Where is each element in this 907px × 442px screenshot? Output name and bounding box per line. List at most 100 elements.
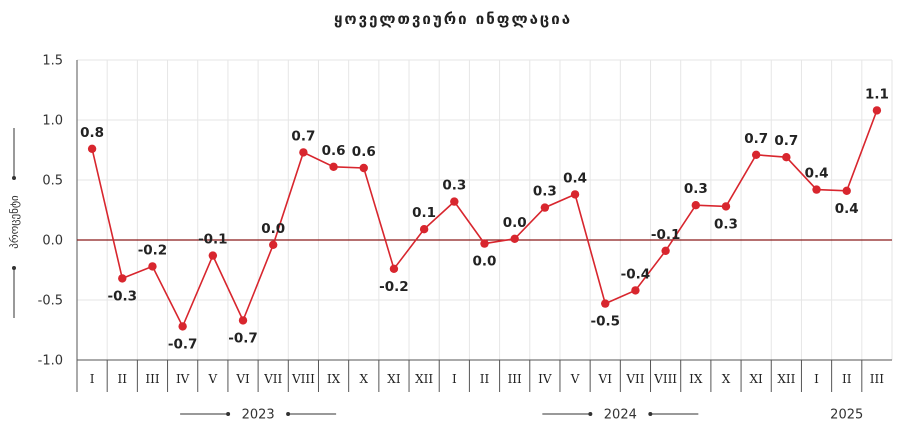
y-label-dot-top — [12, 176, 16, 180]
year-line-dot-left — [588, 412, 593, 416]
data-label: 0.3 — [714, 216, 738, 232]
year-label-2025: 2025 — [830, 408, 863, 423]
data-label: 0.6 — [352, 144, 376, 160]
x-tick-label: II — [842, 372, 852, 386]
data-label: 1.1 — [865, 86, 889, 102]
data-point — [269, 240, 278, 249]
data-point — [450, 197, 459, 206]
y-tick-label: 0.0 — [42, 234, 63, 249]
data-label: 0.7 — [744, 131, 768, 147]
data-point — [299, 148, 308, 157]
data-point — [631, 286, 640, 295]
x-tick-label: VII — [263, 372, 282, 386]
data-point — [751, 150, 761, 159]
x-tick-label: III — [870, 372, 884, 386]
x-tick-label: XII — [777, 372, 795, 386]
data-point — [87, 144, 97, 153]
data-label: 0.4 — [835, 201, 859, 217]
data-label: -0.4 — [621, 266, 651, 282]
x-tick-label: I — [90, 372, 95, 386]
y-tick-labels: 1.5 1.0 0.5 0.0 -0.5 -1.0 — [38, 54, 63, 369]
x-tick-label: I — [452, 372, 457, 386]
data-point — [419, 225, 429, 234]
x-tick-label: VII — [625, 372, 644, 386]
x-tick-label: V — [207, 372, 217, 386]
y-label-dot-bottom — [12, 266, 16, 270]
data-label: 0.0 — [503, 215, 527, 231]
x-tick-label: I — [814, 372, 819, 386]
grid-lines — [76, 59, 893, 361]
year-label-2023: 2023 — [242, 408, 275, 423]
data-point — [570, 190, 580, 199]
data-label: 0.8 — [80, 125, 104, 141]
data-point — [812, 185, 821, 194]
data-label: -0.1 — [651, 227, 681, 243]
x-tick-label: XI — [387, 372, 401, 386]
x-tick-label: IX — [327, 372, 341, 386]
x-tick-labels: I II III IV V VI VII VIII IX X XI XII I II III IV V VI VII… — [90, 372, 885, 386]
data-label: -0.7 — [228, 330, 258, 346]
data-point — [540, 203, 550, 212]
x-tick-label: III — [508, 372, 522, 386]
x-tick-label: VIII — [291, 372, 315, 386]
data-label: 0.3 — [533, 184, 557, 200]
data-point — [389, 264, 399, 273]
chart-title: ყოველთვიური ინფლაცია — [334, 10, 572, 28]
data-label: 0.3 — [684, 181, 708, 197]
data-point — [359, 163, 368, 173]
y-tick-label: 0.5 — [42, 174, 63, 189]
data-label: 0.6 — [322, 143, 346, 159]
x-tick-label: X — [722, 372, 731, 386]
axes — [76, 60, 892, 392]
x-tick-label: XII — [415, 372, 433, 386]
data-point — [510, 234, 519, 243]
data-label: -0.2 — [379, 279, 409, 295]
year-labels: 2023 2024 2025 — [180, 408, 863, 423]
y-axis-label-group: პროცენტი — [8, 128, 21, 318]
data-point — [480, 239, 489, 248]
data-label: -0.5 — [590, 314, 620, 330]
data-label: 0.7 — [774, 133, 798, 149]
data-label: 0.3 — [442, 178, 466, 194]
year-label-2024: 2024 — [604, 408, 637, 423]
data-label: 0.0 — [473, 254, 497, 270]
x-tick-label: X — [359, 372, 368, 386]
data-point — [872, 106, 882, 115]
data-point — [208, 251, 218, 260]
data-label: 0.7 — [291, 128, 315, 144]
data-point — [148, 262, 157, 271]
y-tick-label: 1.5 — [42, 54, 63, 69]
data-point — [691, 201, 700, 210]
data-label: 0.0 — [261, 221, 285, 237]
data-label: 0.4 — [563, 170, 587, 186]
year-line-dot-right — [648, 412, 653, 416]
data-point — [178, 322, 187, 331]
year-line-dot-left — [226, 412, 231, 416]
data-label: 0.4 — [805, 166, 829, 182]
series-group — [87, 106, 882, 331]
x-tick-label: IV — [538, 372, 552, 386]
data-labels: 0.8 -0.3 -0.2 -0.7 -0.1 -0.7 0.0 0.7 0.6 0.6 -0.2 0… — [80, 86, 889, 352]
data-point — [721, 202, 731, 211]
x-tick-label: XI — [750, 372, 764, 386]
x-tick-label: III — [145, 372, 159, 386]
data-point — [238, 316, 248, 325]
data-label: -0.7 — [168, 336, 198, 352]
data-point — [601, 299, 610, 308]
data-label: -0.1 — [198, 232, 228, 248]
data-point — [329, 162, 338, 171]
y-tick-label: 1.0 — [42, 114, 63, 129]
y-tick-label: -1.0 — [38, 354, 63, 369]
x-tick-label: VIII — [653, 372, 677, 386]
y-tick-label: -0.5 — [38, 294, 63, 309]
data-label: 0.1 — [412, 205, 436, 221]
x-tick-label: V — [570, 372, 580, 386]
x-tick-label: IX — [689, 372, 703, 386]
data-label: -0.3 — [108, 288, 138, 304]
data-point — [842, 186, 851, 195]
x-tick-label: VI — [598, 372, 613, 386]
year-line-dot-right — [286, 412, 291, 416]
data-point — [118, 274, 127, 283]
y-axis-label: პროცენტი — [8, 195, 21, 249]
x-tick-label: VI — [235, 372, 250, 386]
